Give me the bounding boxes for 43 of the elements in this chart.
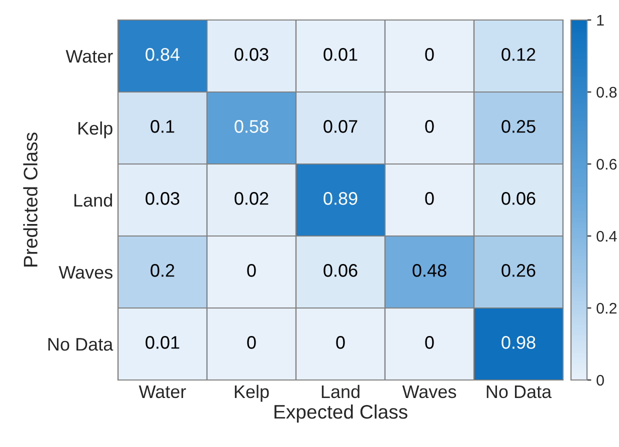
data-label: 0.02 [234,192,268,205]
data-label: 0 [425,192,434,205]
color-bar-label: 0.4 [596,230,617,242]
data-label: 0 [336,336,345,349]
data-label: 0.48 [412,264,446,277]
y-tick-label: Land [74,193,112,207]
data-label: 0.25 [502,120,536,133]
x-tick-label: Land [322,384,360,398]
data-label: 0.26 [502,264,536,277]
data-label: 0 [247,336,256,349]
data-label: 0.1 [150,120,174,133]
y-tick-label: Water [66,50,113,63]
data-label: 0.01 [324,48,358,61]
x-tick-label: Water [138,386,186,398]
data-label: 0 [425,120,434,133]
data-label: 0.01 [146,336,180,349]
data-label: 0 [247,264,256,277]
x-tick-label: Waves [402,386,456,398]
color-bar-label: 0.8 [596,86,617,98]
data-label: 0.03 [146,192,180,205]
data-label: 0.03 [234,48,268,61]
data-label: 0.06 [324,264,358,277]
x-tick-label: Kelp [234,384,269,402]
data-label: 0.06 [502,192,536,205]
color-bar-label: 0.2 [596,302,616,314]
data-label: 0.12 [502,48,536,61]
data-label: 0.84 [146,48,180,61]
data-label: 0.98 [502,336,536,349]
color-bar-label: 1 [597,15,604,26]
data-label: 0.58 [234,120,268,133]
y-axis-title: Predicted Class [23,132,38,266]
data-label: 0.2 [150,264,174,277]
y-tick-label: Waves [58,266,112,279]
y-tick-label: No Data [48,338,114,351]
color-bar-label: 0 [596,374,604,386]
data-label: 0 [425,336,434,349]
x-axis-title: Expected Class [274,404,408,423]
data-label: 0.07 [324,120,358,133]
x-tick-label: No Data [486,386,552,398]
data-label: 0.89 [324,192,358,205]
data-label: 0 [425,48,434,61]
y-tick-label: Kelp [78,121,112,138]
color-bar-label: 0.6 [596,158,617,170]
